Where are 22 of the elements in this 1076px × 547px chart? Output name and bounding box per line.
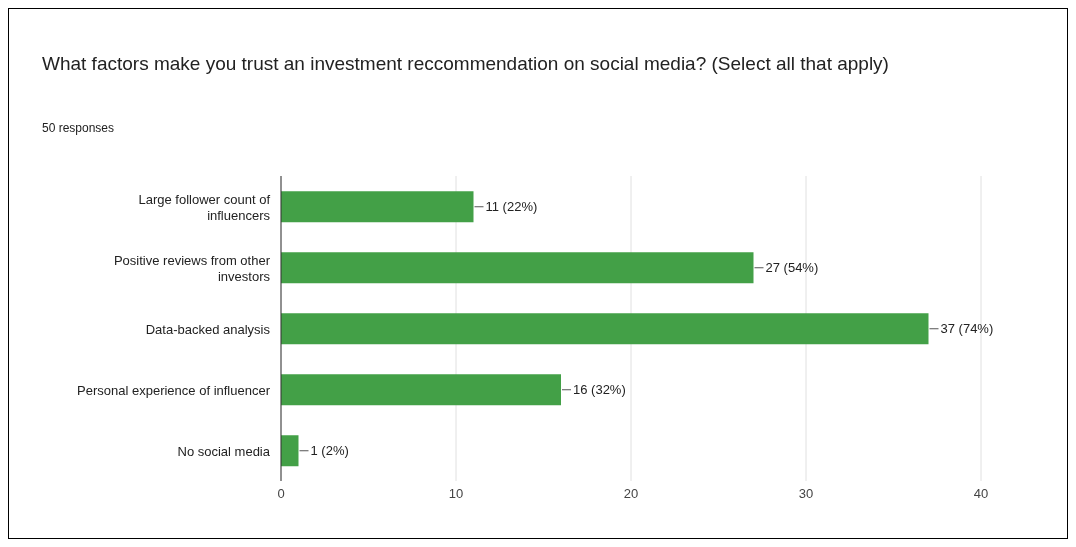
- bar: [281, 252, 754, 284]
- bar: [281, 435, 299, 467]
- data-label: 1 (2%): [310, 443, 349, 459]
- data-label: 11 (22%): [485, 199, 538, 215]
- chart-title: What factors make you trust an investment reccommendation on social media? (Select all that apply): [42, 52, 890, 76]
- y-tick-label: Positive reviews from other investors: [113, 252, 271, 283]
- x-tick-label: 0: [277, 486, 285, 502]
- x-tick-label: 40: [973, 486, 989, 502]
- x-tick-label: 30: [798, 486, 814, 502]
- y-tick-label: No social media: [177, 443, 271, 458]
- bar: [281, 191, 474, 223]
- data-label: 37 (74%): [940, 321, 994, 337]
- bar: [281, 374, 561, 406]
- data-label: 16 (32%): [573, 382, 626, 398]
- y-tick-label: Data-backed analysis: [145, 321, 271, 336]
- y-tick-label: Personal experience of influencer: [77, 382, 271, 397]
- text: 50 responses: [42, 121, 115, 135]
- y-tick-label: Large follower count of influencers: [138, 191, 271, 222]
- x-tick-label: 20: [623, 486, 639, 502]
- x-tick-label: 10: [448, 486, 464, 502]
- bar: [281, 313, 929, 345]
- data-label: 27 (54%): [765, 260, 819, 276]
